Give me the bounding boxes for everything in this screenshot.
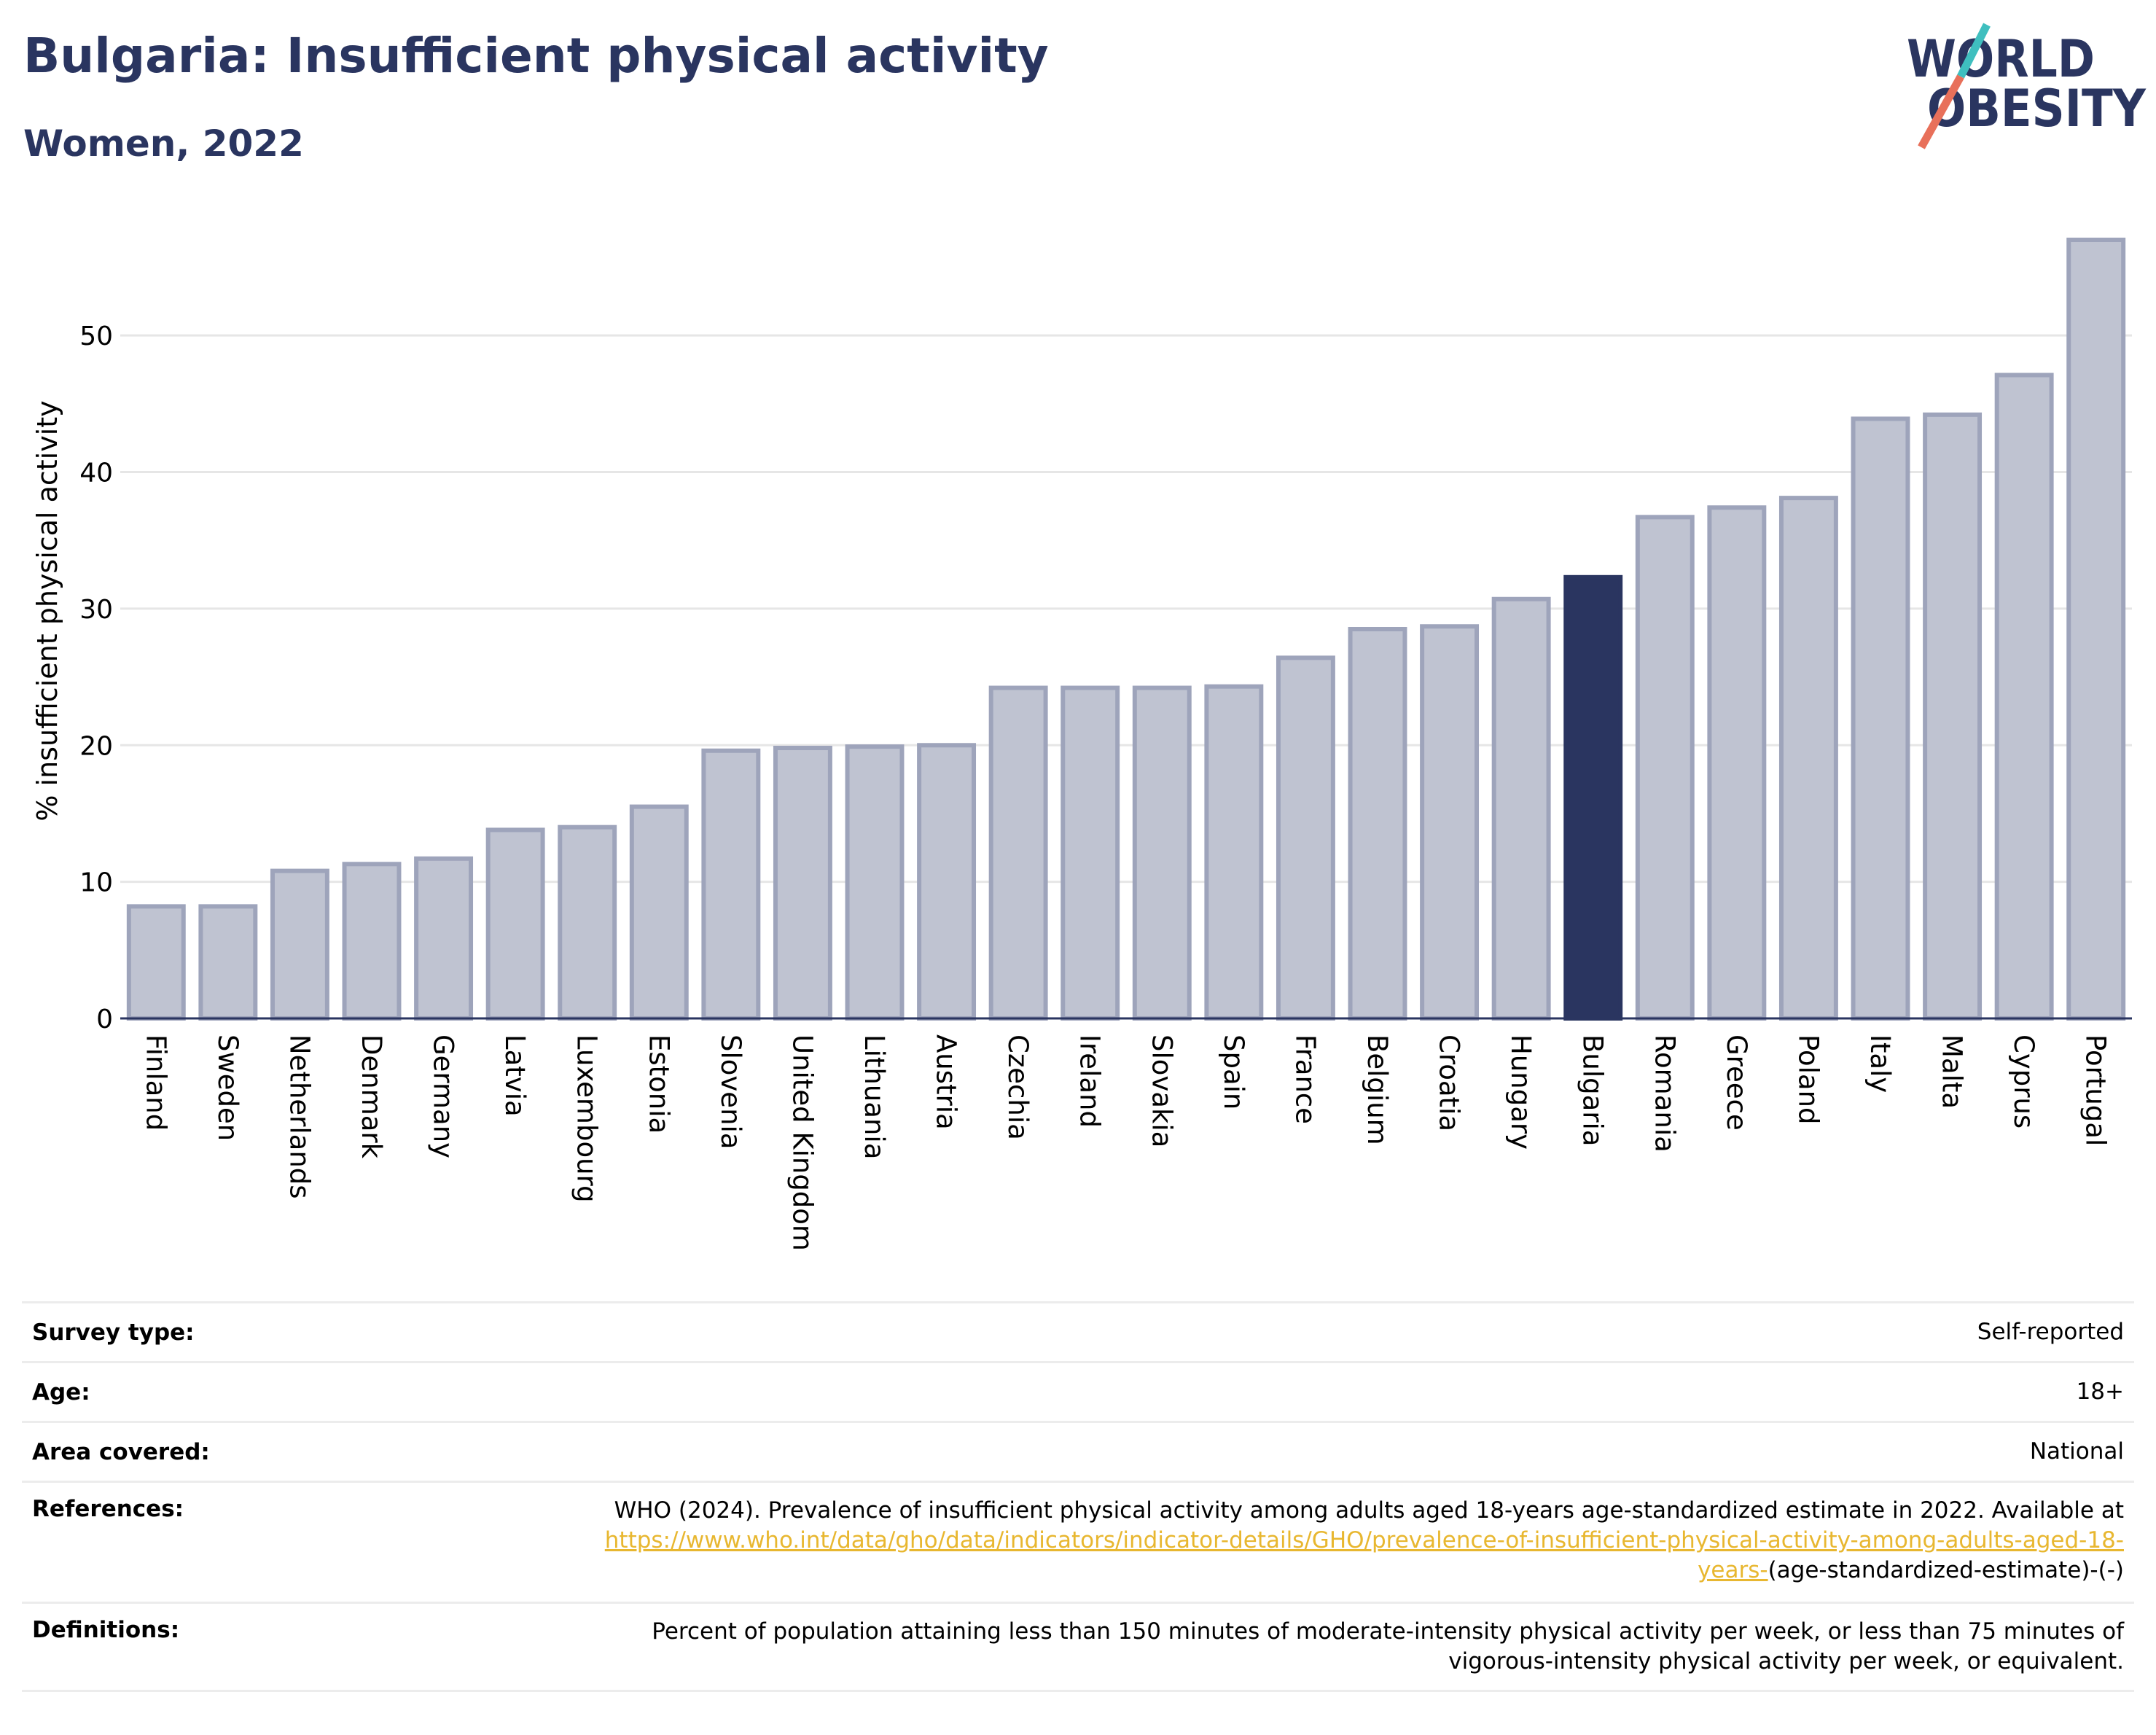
- meta-row-references: References: WHO (2024). Prevalence of in…: [22, 1481, 2134, 1602]
- references-text: WHO (2024). Prevalence of insufficient p…: [614, 1497, 2124, 1524]
- x-tick-label: Estonia: [643, 1034, 674, 1134]
- x-tick-label: Belgium: [1362, 1034, 1393, 1145]
- bar-finland: [126, 904, 186, 1021]
- x-tick-label: Denmark: [356, 1034, 387, 1159]
- x-tick-label: Slovenia: [715, 1034, 746, 1149]
- meta-row-definitions: Definitions: Percent of population attai…: [22, 1602, 2134, 1692]
- bar-croatia: [1420, 624, 1480, 1021]
- bar-france: [1276, 655, 1335, 1021]
- bar-poland: [1778, 496, 1838, 1021]
- bar-slovenia: [701, 748, 761, 1021]
- references-link[interactable]: https://www.who.int/data/gho/data/indica…: [604, 1527, 2124, 1583]
- x-tick-label: Latvia: [499, 1034, 531, 1117]
- age-label: Age:: [32, 1379, 90, 1405]
- meta-row-area: Area covered: National: [22, 1421, 2134, 1481]
- bar-estonia: [629, 804, 689, 1021]
- x-tick-label: Slovakia: [1146, 1034, 1177, 1147]
- x-tick-label: Hungary: [1505, 1034, 1536, 1150]
- page-title: Bulgaria: Insufficient physical activity: [23, 28, 1049, 84]
- axis-layer: 0 10 20 30 40 50 Finland Sweden Netherlands Denma…: [79, 321, 2132, 1251]
- bar-romania: [1635, 515, 1695, 1021]
- logo-line1: WORLD: [1907, 29, 2095, 89]
- x-tick-label: France: [1289, 1034, 1321, 1124]
- bar-czechia: [988, 685, 1048, 1021]
- x-tick-label: Malta: [1937, 1034, 1968, 1109]
- area-covered-label: Area covered:: [32, 1438, 210, 1465]
- bar-netherlands: [270, 868, 329, 1021]
- bar-spain: [1204, 684, 1264, 1021]
- y-tick-label: 0: [96, 1005, 113, 1034]
- y-tick-label: 40: [79, 459, 113, 488]
- x-tick-label: Luxembourg: [571, 1034, 603, 1203]
- x-tick-label: Czechia: [1002, 1034, 1034, 1140]
- y-tick-label: 20: [79, 731, 113, 761]
- logo-line2: OBESITY: [1927, 79, 2147, 139]
- y-tick-label: 10: [79, 868, 113, 898]
- bar-italy: [1851, 416, 1910, 1021]
- y-axis-label: % insufficient physical activity: [31, 400, 63, 821]
- bar-sweden: [198, 904, 258, 1021]
- references-label: References:: [32, 1496, 184, 1522]
- x-tick-label: Spain: [1218, 1034, 1249, 1110]
- meta-row-survey: Survey type: Self-reported: [22, 1301, 2134, 1361]
- metadata-table: Survey type: Self-reported Age: 18+ Area…: [22, 1301, 2134, 1692]
- bar-greece: [1707, 505, 1767, 1021]
- survey-type-label: Survey type:: [32, 1319, 195, 1346]
- bar-lithuania: [845, 744, 905, 1021]
- definitions-value: Percent of population attaining less tha…: [652, 1618, 2124, 1674]
- bar-germany: [414, 856, 474, 1021]
- bar-bulgaria: [1563, 574, 1623, 1021]
- references-value: WHO (2024). Prevalence of insufficient p…: [550, 1496, 2124, 1586]
- definitions-label: Definitions:: [32, 1617, 180, 1643]
- area-covered-value: National: [2029, 1438, 2124, 1465]
- y-tick-label: 30: [79, 595, 113, 625]
- page-subtitle: Women, 2022: [23, 122, 304, 165]
- meta-row-age: Age: 18+: [22, 1361, 2134, 1421]
- bar-cyprus: [1994, 373, 2054, 1021]
- x-tick-label: Lithuania: [859, 1034, 890, 1159]
- survey-type-value: Self-reported: [1977, 1319, 2124, 1345]
- bar-ireland: [1061, 685, 1120, 1021]
- bar-slovakia: [1132, 685, 1192, 1021]
- bar-denmark: [342, 862, 402, 1021]
- bar-portugal: [2066, 238, 2126, 1021]
- logo-slash-teal: [1957, 23, 1991, 79]
- x-tick-label: Cyprus: [2008, 1034, 2039, 1128]
- x-tick-label: Finland: [140, 1034, 171, 1131]
- x-tick-label: Italy: [1864, 1034, 1896, 1093]
- world-obesity-logo: WORLD OBESITY: [1907, 23, 2147, 149]
- bar-layer: [126, 238, 2126, 1021]
- x-tick-label: Netherlands: [284, 1034, 315, 1199]
- age-value: 18+: [2076, 1379, 2124, 1405]
- x-tick-label: Croatia: [1434, 1034, 1465, 1131]
- bar-united-kingdom: [773, 746, 832, 1021]
- references-text-end: (age-standardized-estimate)-(-): [1768, 1557, 2124, 1583]
- x-tick-label: Austria: [931, 1034, 962, 1130]
- bar-belgium: [1348, 627, 1407, 1021]
- y-tick-label: 50: [79, 321, 113, 351]
- x-tick-label: Ireland: [1074, 1034, 1106, 1128]
- x-tick-label: Portugal: [2080, 1034, 2112, 1146]
- x-tick-label: Sweden: [212, 1034, 243, 1141]
- bar-malta: [1923, 412, 1983, 1021]
- x-tick-label: Germany: [428, 1034, 459, 1158]
- bar-austria: [917, 743, 977, 1021]
- bar-hungary: [1491, 596, 1551, 1021]
- bar-latvia: [485, 827, 545, 1021]
- x-tick-label: Bulgaria: [1577, 1034, 1609, 1146]
- logo-slash-red: [1918, 74, 1964, 149]
- x-tick-label: United Kingdom: [786, 1034, 818, 1251]
- bar-luxembourg: [558, 824, 617, 1021]
- x-tick-label: Romania: [1649, 1034, 1680, 1153]
- x-tick-label: Poland: [1792, 1034, 1824, 1125]
- bar-chart: 0 10 20 30 40 50 Finland Sweden Netherlands Denma…: [31, 238, 2132, 1251]
- x-tick-label: Greece: [1721, 1034, 1752, 1131]
